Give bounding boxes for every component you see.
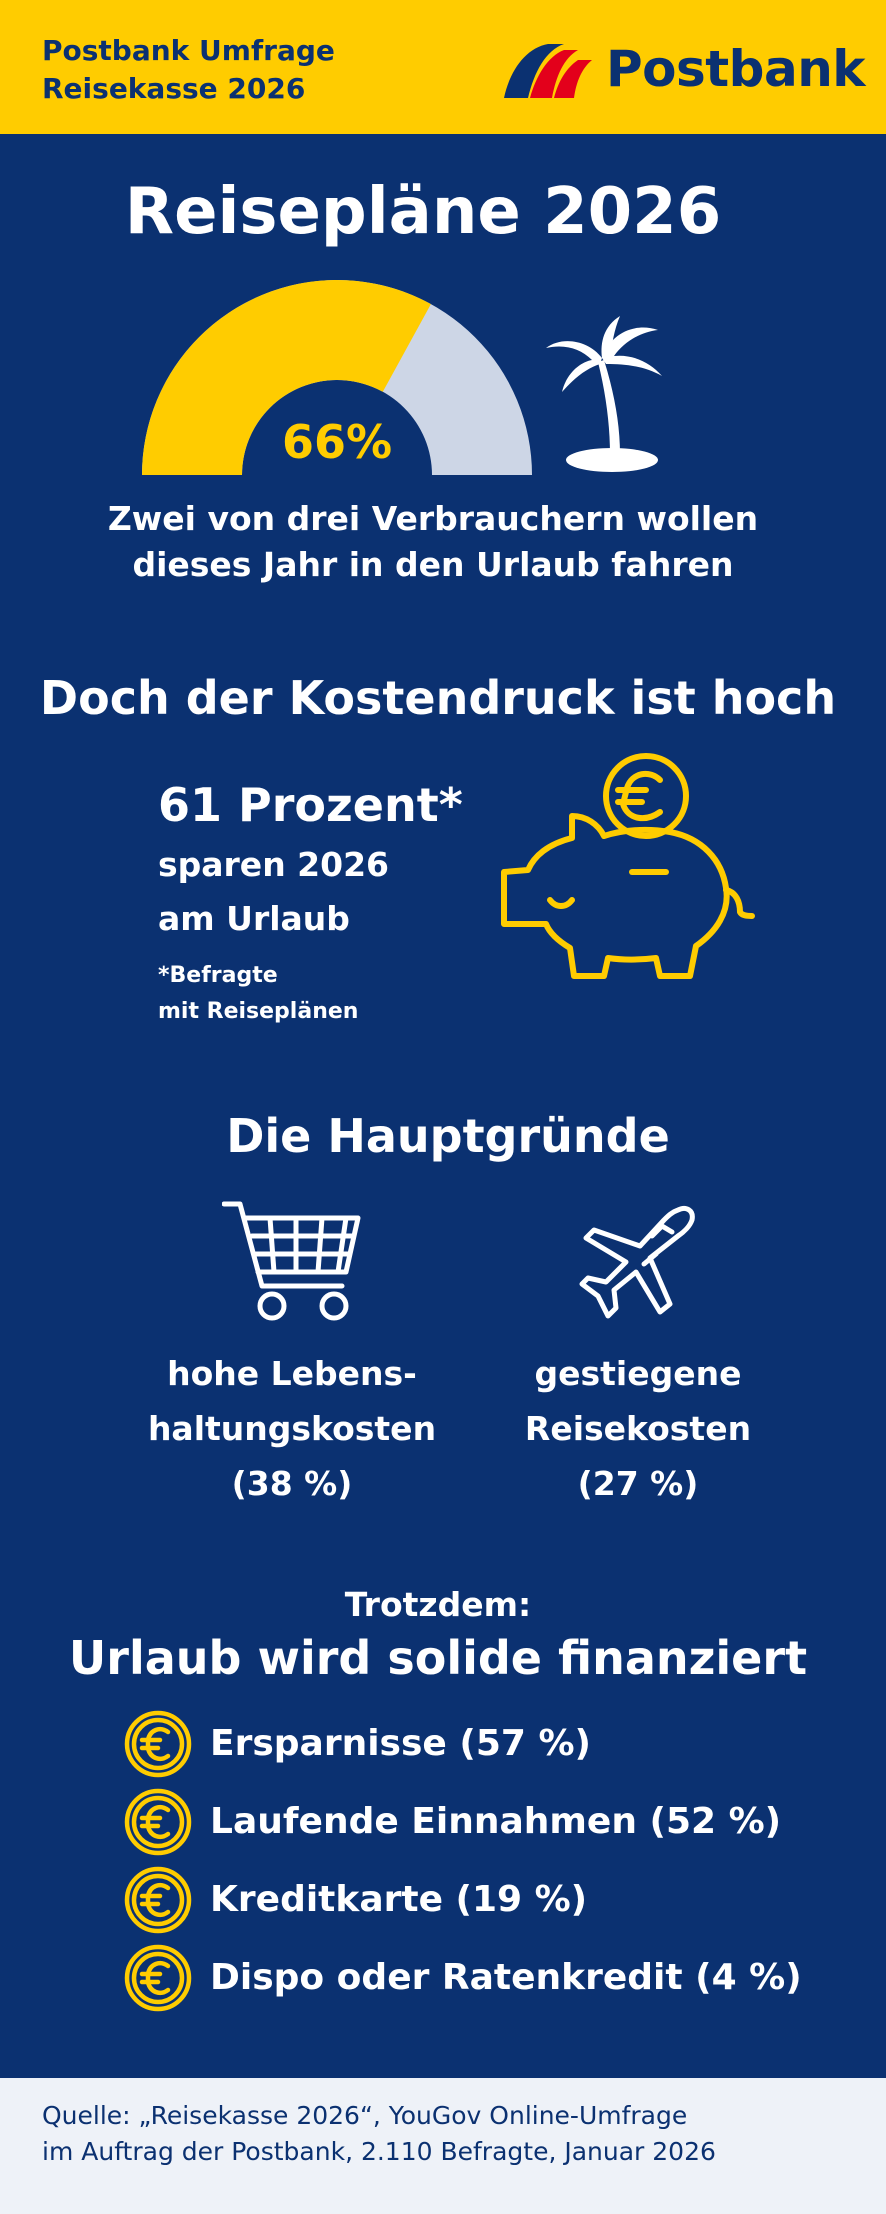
euro-coin-icon bbox=[124, 1944, 192, 2012]
section-kicker: Trotzdem: bbox=[344, 1585, 532, 1624]
shopping-cart-icon bbox=[222, 1201, 361, 1321]
financing-label: Ersparnisse (57 %) bbox=[210, 1723, 591, 1764]
list-item: Ersparnisse (57 %) bbox=[124, 1708, 844, 1780]
section-title-main-reasons: Die Hauptgründe bbox=[226, 1109, 670, 1163]
source-footer: Quelle: „Reisekasse 2026“, YouGov Online… bbox=[0, 2078, 886, 2214]
postbank-logo-icon bbox=[504, 44, 592, 98]
stat-line-1: sparen 2026 bbox=[158, 845, 390, 884]
header-subtitle: Reisekasse 2026 bbox=[42, 72, 306, 105]
reason-travel-costs: gestiegene Reisekosten (27 %) bbox=[488, 1346, 788, 1511]
section-title-financing: Urlaub wird solide finanziert bbox=[68, 1631, 808, 1685]
reason-1-value: (38 %) bbox=[231, 1464, 353, 1503]
reason-2-line-2: Reisekosten bbox=[524, 1409, 752, 1448]
savings-stat-value: 61 Prozent* bbox=[158, 778, 463, 832]
postbank-logo: Postbank bbox=[502, 36, 866, 102]
financing-label: Laufende Einnahmen (52 %) bbox=[210, 1801, 782, 1842]
savings-stat-text: sparen 2026 am Urlaub bbox=[158, 838, 389, 946]
list-item: Laufende Einnahmen (52 %) bbox=[124, 1786, 844, 1858]
travel-plans-subtitle: Zwei von drei Verbrauchern wollen dieses… bbox=[0, 496, 866, 588]
source-text: Quelle: „Reisekasse 2026“, YouGov Online… bbox=[42, 2098, 716, 2170]
euro-coin-icon bbox=[124, 1788, 192, 1856]
airplane-icon bbox=[579, 1205, 695, 1319]
list-item: Kreditkarte (19 %) bbox=[124, 1864, 844, 1936]
savings-footnote: *Befragte mit Reiseplänen bbox=[158, 958, 358, 1030]
euro-coin-icon bbox=[124, 1710, 192, 1778]
gauge-fill-segment bbox=[142, 280, 431, 475]
piggy-bank-euro-icon bbox=[501, 753, 755, 979]
euro-coin-icon bbox=[124, 1866, 192, 1934]
reason-2-line-1: gestiegene bbox=[534, 1354, 742, 1393]
source-line-1: Quelle: „Reisekasse 2026“, YouGov Online… bbox=[42, 2101, 688, 2130]
subtitle-line-2: dieses Jahr in den Urlaub fahren bbox=[132, 545, 734, 584]
palm-tree-icon bbox=[546, 316, 662, 472]
header-title: Postbank Umfrage bbox=[42, 34, 335, 67]
subtitle-line-1: Zwei von drei Verbrauchern wollen bbox=[107, 499, 759, 538]
postbank-logo-text: Postbank bbox=[606, 40, 866, 98]
gauge-chart bbox=[142, 280, 532, 475]
footnote-line-2: mit Reiseplänen bbox=[158, 999, 359, 1024]
reason-living-costs: hohe Lebens- haltungskosten (38 %) bbox=[142, 1346, 442, 1511]
gauge-value-label: 66% bbox=[281, 415, 393, 469]
reason-1-line-1: hohe Lebens- bbox=[167, 1354, 417, 1393]
footnote-line-1: *Befragte bbox=[158, 963, 278, 988]
section-title-cost-pressure: Doch der Kostendruck ist hoch bbox=[39, 671, 837, 725]
reason-2-value: (27 %) bbox=[577, 1464, 699, 1503]
header-bar: Postbank Umfrage Reisekasse 2026 Postban… bbox=[0, 0, 886, 134]
list-item: Dispo oder Ratenkredit (4 %) bbox=[124, 1942, 844, 2014]
financing-label: Dispo oder Ratenkredit (4 %) bbox=[210, 1957, 802, 1998]
section-title-travel-plans: Reisepläne 2026 bbox=[124, 175, 722, 249]
reason-1-line-2: haltungskosten bbox=[147, 1409, 437, 1448]
financing-label: Kreditkarte (19 %) bbox=[210, 1879, 588, 1920]
stat-line-2: am Urlaub bbox=[158, 899, 350, 938]
source-line-2: im Auftrag der Postbank, 2.110 Befragte,… bbox=[42, 2137, 716, 2166]
